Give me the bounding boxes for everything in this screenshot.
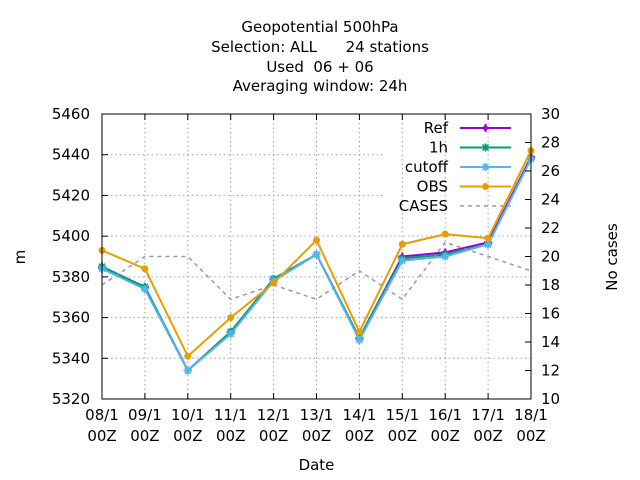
x-tick-label: 11/1 00Z xyxy=(214,406,248,445)
data-point xyxy=(141,265,149,273)
y2-tick-label: 24 xyxy=(541,191,560,209)
x-tick-label: 16/1 00Z xyxy=(428,406,462,445)
y2-tick-label: 14 xyxy=(541,333,560,351)
data-point xyxy=(398,240,406,248)
y-tick-label: 5420 xyxy=(52,186,90,204)
x-tick-label: 18/1 00Z xyxy=(514,406,548,445)
data-point xyxy=(227,314,235,322)
y-tick-label: 5460 xyxy=(52,105,90,123)
legend-item-1h: 1h xyxy=(429,139,511,157)
x-tick-label: 08/1 00Z xyxy=(85,406,119,445)
legend-marker xyxy=(481,124,490,132)
chart-title-line-1: Geopotential 500hPa xyxy=(241,18,399,36)
legend-label: OBS xyxy=(417,178,448,196)
legend-marker xyxy=(481,143,490,152)
series-1h xyxy=(98,154,535,375)
legend-label: 1h xyxy=(429,139,448,157)
legend-label: CASES xyxy=(399,197,448,215)
y-tick-label: 5360 xyxy=(52,309,90,327)
series-obs xyxy=(98,147,535,360)
x-tick-label: 12/1 00Z xyxy=(257,406,291,445)
data-point xyxy=(441,230,449,238)
x-tick-label: 14/1 00Z xyxy=(343,406,377,445)
data-point xyxy=(184,352,192,360)
axes: 08/1 00Z 09/1 00Z 10/1 00Z 11/1 00Z 12/1 00Z 13/1 0… xyxy=(52,105,560,445)
legend-marker xyxy=(482,183,489,190)
y2-tick-label: 12 xyxy=(541,362,560,380)
y2-tick-label: 22 xyxy=(541,219,560,237)
chart-title-line-4: Averaging window: 24h xyxy=(232,77,408,95)
y-tick-label: 5340 xyxy=(52,349,90,367)
legend-item-cutoff: cutoff xyxy=(405,158,511,176)
x-tick-label: 13/1 00Z xyxy=(300,406,334,445)
series-cases xyxy=(101,241,532,301)
y2-tick-label: 20 xyxy=(541,248,560,266)
x-tick-label: 10/1 00Z xyxy=(171,406,205,445)
data-point xyxy=(226,329,235,338)
legend-label: Ref xyxy=(424,119,449,137)
series-cutoff xyxy=(98,154,535,375)
data-point xyxy=(183,366,192,375)
data-point xyxy=(355,335,364,344)
x-tick-label: 09/1 00Z xyxy=(128,406,162,445)
data-point xyxy=(312,250,321,259)
data-point xyxy=(140,285,149,294)
data-point xyxy=(313,236,320,244)
data-point xyxy=(270,279,278,287)
legend-item-obs: OBS xyxy=(417,178,511,196)
y-axis-label: m xyxy=(11,250,29,265)
y2-tick-label: 10 xyxy=(541,390,560,408)
y2-tick-label: 26 xyxy=(541,162,560,180)
series-line xyxy=(101,241,532,301)
legend-marker xyxy=(481,163,490,171)
data-point xyxy=(355,328,363,336)
y-tick-label: 5400 xyxy=(52,227,90,245)
x-tick-label: 15/1 00Z xyxy=(385,406,419,445)
y-tick-label: 5380 xyxy=(52,268,90,286)
y2-tick-label: 18 xyxy=(541,276,560,294)
legend-label: cutoff xyxy=(405,158,449,176)
y2-tick-label: 28 xyxy=(541,134,560,152)
chart-title-line-2: Selection: ALL 24 stations xyxy=(211,38,429,56)
y2-tick-label: 16 xyxy=(541,305,560,323)
series-group xyxy=(98,147,535,375)
y-tick-label: 5320 xyxy=(52,390,90,408)
data-point xyxy=(398,256,407,265)
data-point xyxy=(484,234,492,242)
legend-item-ref: Ref xyxy=(424,119,511,137)
y2-axis-label: No cases xyxy=(603,223,621,291)
legend-item-cases: CASES xyxy=(399,197,511,215)
grid xyxy=(102,114,531,399)
data-point xyxy=(441,252,450,261)
chart-title-line-3: Used 06 + 06 xyxy=(266,58,374,76)
y-tick-label: 5440 xyxy=(52,146,90,164)
x-tick-label: 17/1 00Z xyxy=(471,406,505,445)
y2-tick-label: 30 xyxy=(541,105,560,123)
x-axis-label: Date xyxy=(299,456,335,474)
